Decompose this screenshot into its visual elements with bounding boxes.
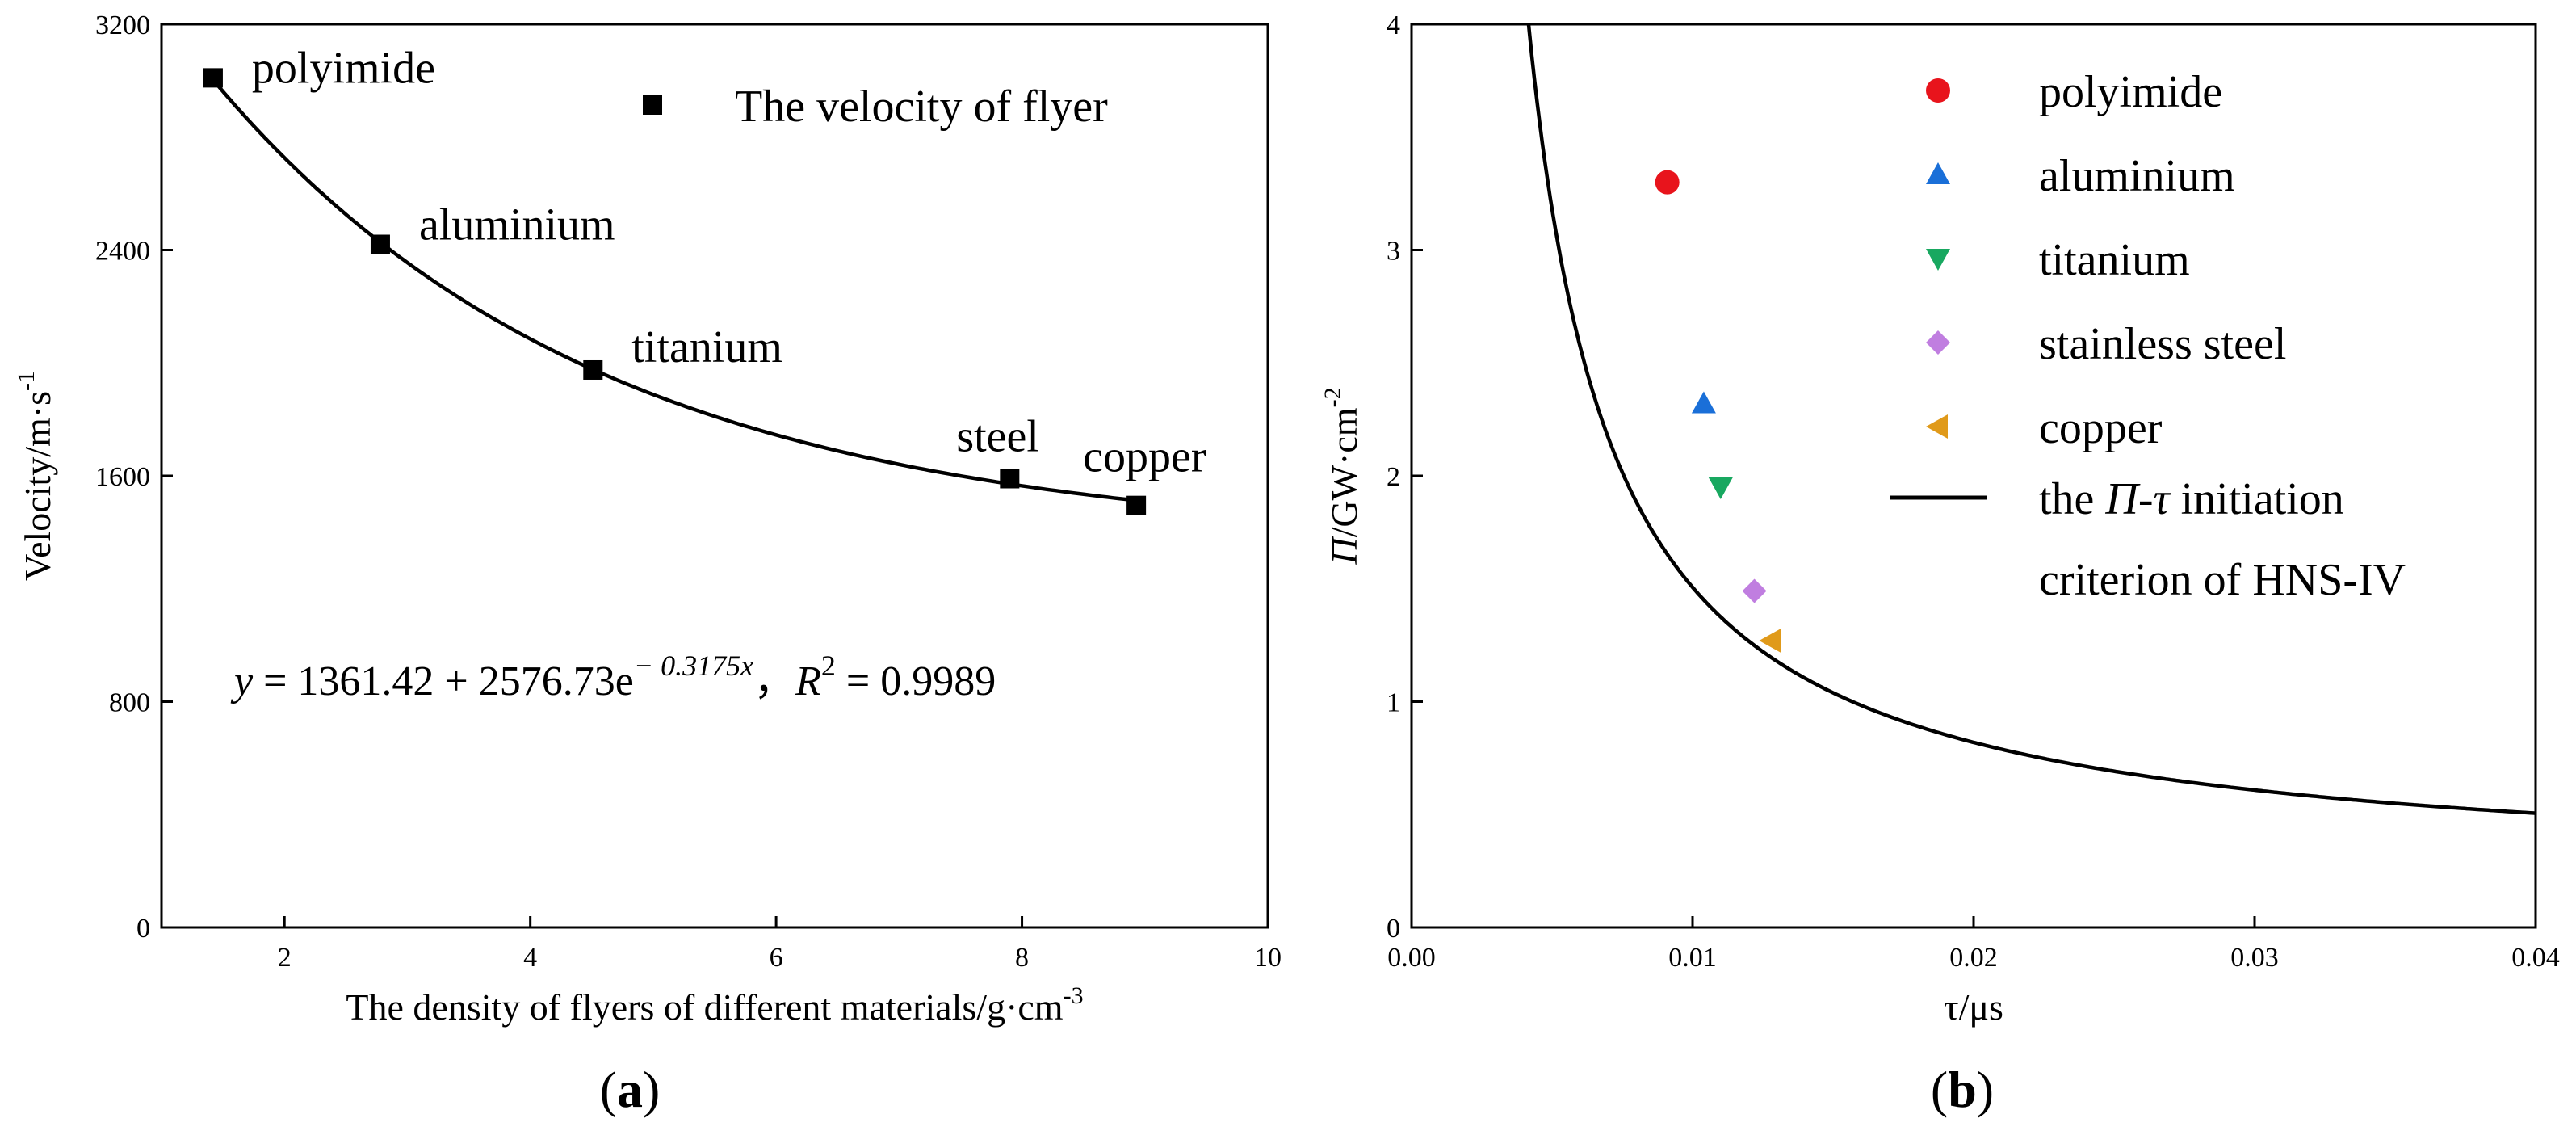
y-tick-label-a: 3200: [95, 11, 150, 40]
x-tick-label-b: 0.02: [1949, 943, 1998, 973]
eq-sep: ，: [753, 658, 795, 704]
crit-dash: -: [2138, 474, 2154, 524]
point-label-copper: copper: [1083, 432, 1206, 482]
y-tick-label-b: 0: [1387, 914, 1400, 944]
y-tick-label-a: 2400: [95, 237, 150, 267]
x-axis-title-a-text: The density of flyers of different mater…: [346, 986, 1063, 1028]
x-axis-title-a: The density of flyers of different mater…: [346, 982, 1083, 1028]
fit-equation: y = 1361.42 + 2576.73e− 0.3175x，R2 = 0.9…: [230, 650, 996, 704]
point-label-aluminium: aluminium: [419, 200, 615, 250]
crit-pre: the: [2039, 474, 2105, 524]
legend-label-copper: copper: [2039, 403, 2163, 453]
y-tick-label-a: 1600: [95, 462, 150, 492]
legend-b: polyimide aluminium titanium stainless stee…: [1926, 67, 2286, 453]
x-axis-title-b: τ/μs: [1944, 986, 2003, 1028]
legend-marker-stainless-steel: [1926, 330, 1950, 355]
legend-label-velocity: The velocity of flyer: [735, 82, 1108, 132]
x-tick-label-b: 0.03: [2230, 943, 2279, 973]
panel-label-b: (b): [1931, 1061, 1994, 1118]
legend-marker-polyimide: [1926, 78, 1950, 103]
data-point-polyimide: [1655, 170, 1680, 195]
legend-marker-copper: [1926, 414, 1948, 439]
chart-a: 2 4 6 8 10 0 800 1600 2400 3200 polyimide aluminiu…: [13, 11, 1282, 1118]
y-axis-title-b: Π/GW·cm-2: [1319, 387, 1365, 565]
panel-label-a: (a): [600, 1061, 661, 1118]
data-point-copper: [1759, 629, 1781, 654]
y-axis-title-a-sup: -1: [13, 371, 40, 391]
x-tick-label-a: 8: [1015, 943, 1029, 973]
legend-marker-velocity: [643, 95, 662, 115]
y-tick-label-b: 1: [1387, 688, 1400, 718]
y-axis-title-b-sup: -2: [1319, 387, 1346, 407]
x-tick-label-a: 10: [1254, 943, 1282, 973]
y-tick-label-b: 2: [1387, 462, 1400, 492]
legend-label-aluminium: aluminium: [2039, 151, 2235, 201]
eq-exponent: − 0.3175x: [634, 650, 753, 682]
point-label-titanium: titanium: [631, 322, 782, 372]
y-axis-title-a-text: Velocity/m·s: [17, 391, 58, 581]
legend-label-stainless-steel: stainless steel: [2039, 319, 2286, 369]
legend-marker-titanium: [1926, 249, 1950, 271]
y-axis-title-a: Velocity/m·s-1: [13, 371, 58, 581]
eq-mid: = 1361.42 + 2576.73e: [253, 658, 634, 704]
data-point-titanium: [583, 359, 603, 380]
plot-frame-b: [1410, 23, 2537, 929]
y-axis-title-b-text: /GW·cm: [1324, 407, 1365, 537]
y-tick-label-b: 3: [1387, 237, 1400, 267]
data-point-titanium: [1708, 477, 1733, 499]
eq-r-sup: 2: [821, 650, 836, 682]
axis-ticks-b: 0.00 0.01 0.02 0.03 0.04 0 1 2 3 4: [1387, 11, 2560, 973]
x-tick-label-b: 0.04: [2511, 943, 2560, 973]
crit-pi: Π: [2104, 474, 2141, 524]
y-tick-label-a: 0: [136, 914, 150, 944]
data-points-a: polyimide aluminium titanium steel copper: [203, 43, 1206, 515]
y-tick-label-a: 800: [109, 688, 150, 718]
legend-label-criterion-line2: criterion of HNS-IV: [2039, 555, 2406, 605]
eq-r: R: [795, 658, 821, 704]
panel-letter-b: b: [1948, 1061, 1977, 1118]
x-tick-label-a: 4: [523, 943, 537, 973]
data-point-aluminium: [1691, 391, 1716, 414]
criterion-curve: [1526, 24, 2536, 815]
legend-label-criterion-line1: the Π-τ initiation: [2039, 474, 2344, 524]
legend-label-titanium: titanium: [2039, 235, 2190, 285]
chart-b: 0.00 0.01 0.02 0.03 0.04 0 1 2 3 4 polyimide alumi…: [1319, 11, 2560, 1118]
data-point-polyimide: [203, 68, 223, 88]
panel-letter-a: a: [617, 1061, 643, 1118]
point-label-polyimide: polyimide: [252, 43, 435, 93]
y-axis-title-b-pi: Π: [1324, 536, 1365, 566]
data-point-aluminium: [370, 234, 390, 254]
eq-y: y: [230, 658, 254, 704]
x-axis-title-a-sup: -3: [1064, 982, 1084, 1009]
x-tick-label-b: 0.00: [1387, 943, 1436, 973]
axis-ticks-a: 2 4 6 8 10 0 800 1600 2400 3200: [95, 11, 1282, 973]
y-tick-label-b: 4: [1387, 11, 1400, 40]
legend-label-polyimide: polyimide: [2039, 67, 2222, 117]
data-point-steel: [1000, 469, 1020, 489]
data-point-stainless-steel: [1742, 578, 1767, 603]
x-tick-label-a: 6: [770, 943, 783, 973]
point-label-steel: steel: [956, 411, 1039, 461]
crit-tau: τ: [2154, 474, 2171, 524]
fit-curve-a: [212, 78, 1137, 502]
data-point-copper: [1126, 495, 1147, 515]
data-points-b: [1655, 170, 1781, 654]
eq-r-val: = 0.9989: [836, 658, 996, 704]
x-tick-label-a: 2: [278, 943, 292, 973]
x-tick-label-b: 0.01: [1668, 943, 1717, 973]
crit-post: initiation: [2170, 474, 2344, 524]
legend-marker-aluminium: [1926, 162, 1950, 184]
